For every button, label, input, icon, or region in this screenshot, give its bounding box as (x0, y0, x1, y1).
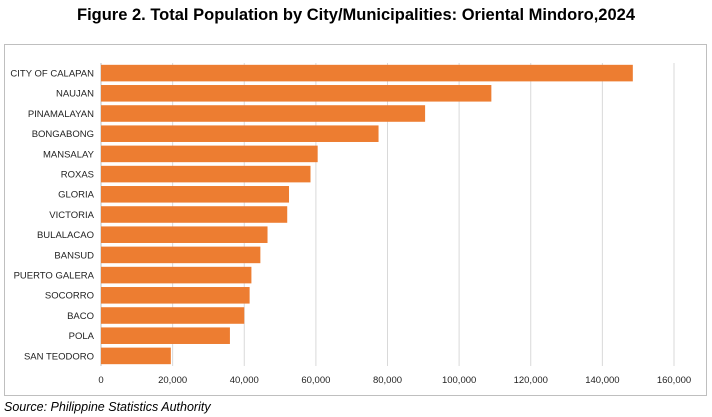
x-tick-label: 140,000 (585, 375, 619, 386)
bar (101, 246, 261, 264)
category-label: BULALACAO (37, 230, 94, 241)
bar (101, 287, 250, 304)
bar (101, 64, 633, 82)
category-label: CITY OF CALAPAN (10, 69, 94, 80)
bar (101, 327, 230, 344)
x-tick-label: 0 (98, 375, 103, 386)
bar (101, 307, 245, 324)
category-label: NAUJAN (56, 89, 94, 100)
source-note: Source: Philippine Statistics Authority (4, 400, 211, 414)
category-label: BACO (67, 311, 94, 322)
x-tick-label: 40,000 (230, 375, 259, 386)
bar (101, 125, 379, 142)
x-tick-label: 100,000 (442, 375, 476, 386)
category-label: MANSALAY (43, 149, 95, 160)
category-label: BONGABONG (32, 129, 94, 140)
category-labels: CITY OF CALAPAN NAUJAN PINAMALAYAN BONGABON… (10, 69, 94, 363)
bar (101, 226, 268, 243)
x-tick-label: 20,000 (158, 375, 187, 386)
bar (101, 105, 426, 122)
bar (101, 186, 290, 203)
category-label: BANSUD (54, 250, 94, 261)
bar (101, 145, 318, 163)
bar (101, 266, 252, 284)
x-tick-label: 60,000 (301, 375, 330, 386)
category-label: SAN TEODORO (24, 351, 94, 362)
bars (101, 64, 633, 365)
bar (101, 85, 492, 102)
category-label: VICTORIA (49, 210, 94, 221)
bar (101, 347, 171, 365)
bar (101, 206, 288, 223)
x-tick-label: 80,000 (373, 375, 402, 386)
x-tick-label: 160,000 (657, 375, 691, 386)
category-label: ROXAS (61, 170, 94, 181)
category-label: PINAMALAYAN (28, 109, 94, 120)
category-label: GLORIA (58, 190, 95, 201)
x-tick-label: 120,000 (514, 375, 548, 386)
x-axis-tick-labels: 0 20,000 40,000 60,000 80,000 100,000 120,000 1… (98, 375, 691, 386)
category-label: SOCORRO (45, 291, 94, 302)
bar (101, 165, 311, 183)
category-label: PUERTO GALERA (14, 271, 95, 282)
category-label: POLA (69, 331, 95, 342)
chart-title: Figure 2. Total Population by City/Munic… (76, 6, 635, 24)
